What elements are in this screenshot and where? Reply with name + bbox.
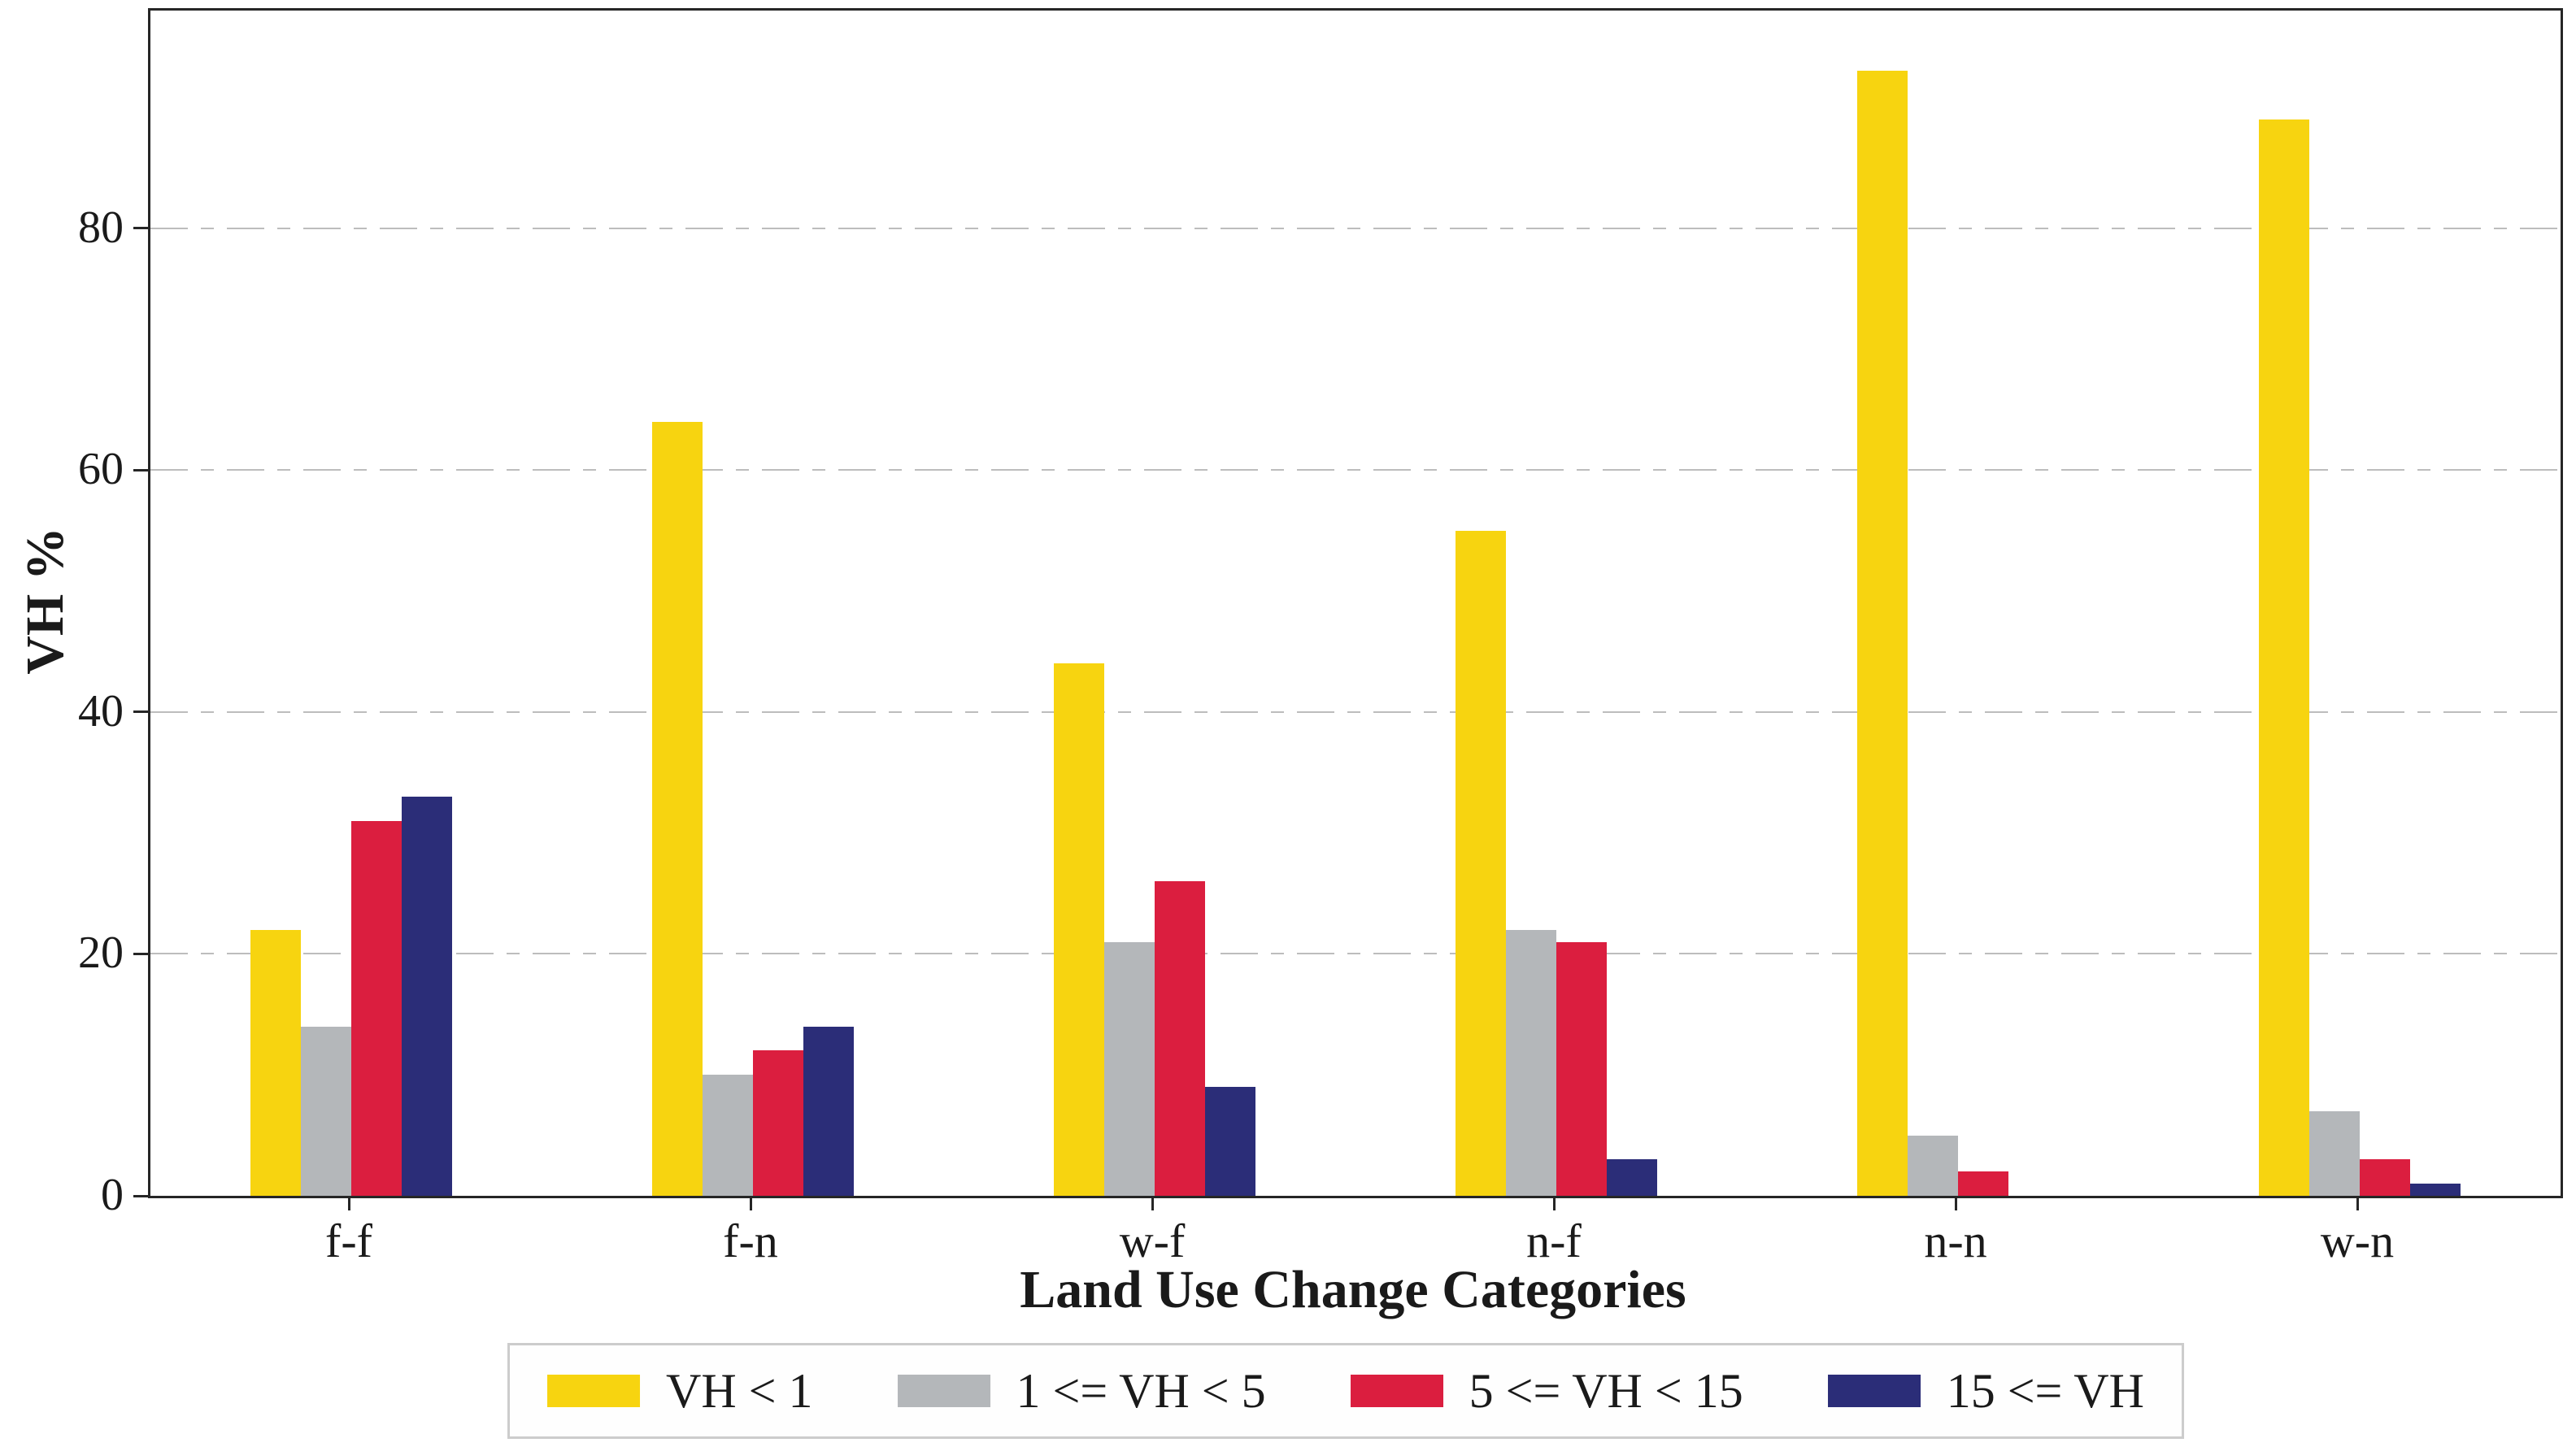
legend-label: 15 <= VH [1946,1364,2144,1418]
legend-item-15-VH: 15 <= VH [1827,1364,2144,1418]
bar-f-f-VH-1 [250,929,301,1196]
bar-w-n-15-VH [2410,1184,2461,1196]
y-tick-mark-60 [133,468,148,471]
bar-w-f-VH-1 [1054,663,1104,1196]
bar-f-n-1-VH-5 [703,1075,753,1196]
legend-box: VH < 1 1 <= VH < 5 5 <= VH < 15 15 <= VH [507,1343,2184,1439]
bar-n-n-VH-1 [1857,71,1908,1196]
bar-group-n-n [1757,11,2159,1196]
gridline-y60 [150,469,2561,471]
y-tick-mark-0 [133,1194,148,1197]
x-axis-title: Land Use Change Categories [1020,1260,1686,1319]
bar-w-n-1-VH-5 [2309,1110,2360,1196]
bar-f-n-15-VH [803,1026,854,1196]
bar-n-f-5-VH-15 [1556,941,1607,1196]
bar-n-f-15-VH [1607,1159,1657,1196]
bar-w-n-5-VH-15 [2360,1159,2410,1196]
bar-n-n-1-VH-5 [1908,1135,1958,1196]
y-tick-label-0: 0 [101,1170,124,1220]
x-tick-mark-n-f [1552,1196,1556,1210]
y-tick-mark-80 [133,227,148,230]
bar-n-n-5-VH-15 [1958,1171,2008,1196]
legend-label: 1 <= VH < 5 [1016,1364,1266,1418]
y-axis-title-text: VH % [15,527,75,675]
legend-swatch-icon [1827,1375,1921,1407]
gridline-y40 [150,710,2561,713]
legend-swatch-icon [1350,1375,1443,1407]
y-tick-label-40: 40 [78,685,124,737]
x-tick-label-w-n: w-n [2320,1215,2395,1267]
gridline-y20 [150,953,2561,955]
legend-swatch-icon [897,1375,990,1407]
gridline-y80 [150,227,2561,229]
x-tick-mark-f-f [347,1196,350,1210]
x-tick-mark-w-f [1151,1196,1154,1210]
x-tick-mark-w-n [2356,1196,2359,1210]
y-tick-label-80: 80 [78,202,124,253]
legend-label: 5 <= VH < 15 [1469,1364,1743,1418]
x-tick-label-n-f: n-f [1526,1215,1582,1267]
legend-item-1-VH-5: 1 <= VH < 5 [897,1364,1266,1418]
legend-swatch-icon [547,1375,641,1407]
bar-f-f-1-VH-5 [301,1026,351,1196]
y-tick-label-60: 60 [78,444,124,495]
x-tick-label-n-n: n-n [1924,1215,1987,1267]
bar-n-f-1-VH-5 [1506,929,1556,1196]
y-tick-mark-40 [133,710,148,714]
plot-area [148,8,2563,1198]
bar-f-f-5-VH-15 [351,820,402,1196]
x-tick-label-f-f: f-f [325,1215,372,1267]
x-tick-label-f-n: f-n [723,1215,778,1267]
bar-group-w-f [954,11,1355,1196]
bar-group-n-f [1355,11,1757,1196]
x-tick-mark-f-n [749,1196,752,1210]
bar-f-f-15-VH [402,797,452,1196]
x-tick-label-w-f: w-f [1119,1215,1186,1267]
y-tick-mark-20 [133,952,148,955]
bar-f-n-VH-1 [652,421,703,1196]
bar-w-n-VH-1 [2259,119,2309,1196]
bar-group-f-f [150,11,552,1196]
x-tick-mark-n-n [1954,1196,1957,1210]
bar-group-w-n [2159,11,2561,1196]
legend-item-5-VH-15: 5 <= VH < 15 [1350,1364,1743,1418]
legend-label: VH < 1 [666,1364,813,1418]
bar-w-f-5-VH-15 [1155,881,1205,1196]
bar-w-f-15-VH [1205,1087,1255,1196]
bar-n-f-VH-1 [1456,530,1506,1196]
bar-w-f-1-VH-5 [1104,941,1155,1196]
y-tick-label-20: 20 [78,928,124,979]
bar-group-f-n [552,11,954,1196]
legend-item-VH-1: VH < 1 [547,1365,813,1417]
bar-groups-layer [150,11,2561,1196]
bar-f-n-5-VH-15 [753,1050,803,1196]
